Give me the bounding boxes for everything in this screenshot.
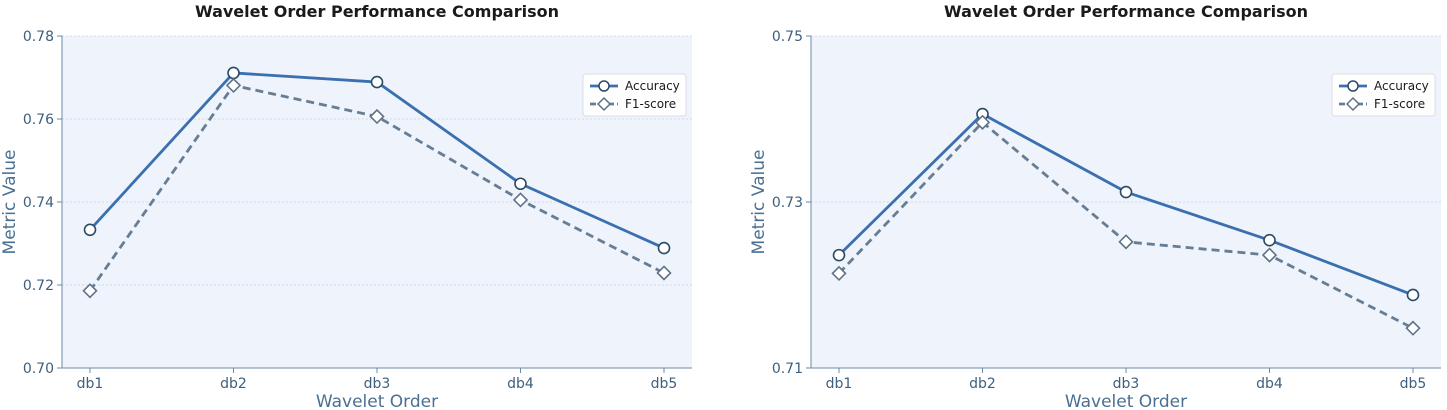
- point-accuracy-db3: [370, 75, 384, 89]
- x-tick-label: db1: [77, 376, 104, 392]
- x-tick-label: db5: [651, 376, 678, 392]
- legend-marker-circle: [1347, 80, 1359, 92]
- point-accuracy-db1: [83, 223, 97, 237]
- legend-marker-circle: [598, 80, 610, 92]
- point-f1-score-db4: [512, 192, 529, 208]
- point-f1-score-db5: [1405, 320, 1421, 336]
- point-f1-score-db4: [1261, 247, 1278, 263]
- legend: Accuracy F1-score: [582, 73, 687, 117]
- point-f1-score-db2: [974, 114, 991, 130]
- x-axis-label: Wavelet Order: [316, 392, 438, 410]
- legend: Accuracy F1-score: [1331, 73, 1436, 117]
- y-tick-label: 0.73: [772, 195, 803, 211]
- point-accuracy-db1: [832, 248, 846, 262]
- point-accuracy-db5: [1406, 288, 1420, 302]
- y-axis-label: Metric Value: [0, 150, 20, 255]
- point-accuracy-db3: [1119, 185, 1133, 199]
- y-tick-label: 0.75: [772, 29, 803, 45]
- point-accuracy-db4: [514, 177, 527, 191]
- y-tick-label: 0.72: [23, 278, 54, 294]
- chart-title: Wavelet Order Performance Comparison: [195, 2, 559, 21]
- x-tick-label: db4: [507, 376, 534, 392]
- x-tick-label: db2: [969, 376, 996, 392]
- point-f1-score-db1: [82, 283, 98, 299]
- y-tick-label: 0.78: [23, 29, 54, 45]
- chart-1: 0.70 0.72 0.74 0.76 0.78 db1 db2 db3 db4 db5 Wavel…: [0, 2, 692, 410]
- point-accuracy-db2: [227, 66, 240, 80]
- x-tick-label: db5: [1400, 376, 1427, 392]
- x-tick-label: db3: [364, 376, 391, 392]
- y-tick-label: 0.71: [772, 361, 803, 377]
- point-f1-score-db3: [369, 108, 385, 125]
- y-tick-label: 0.76: [23, 112, 54, 128]
- legend-marker-diamond: [1345, 96, 1361, 112]
- chart-2: 0.71 0.73 0.75 db1 db2 db3 db4 db5 Wavelet Order…: [749, 2, 1441, 410]
- chart-title: Wavelet Order Performance Comparison: [944, 2, 1308, 21]
- y-tick-label: 0.74: [23, 195, 54, 211]
- x-tick-label: db4: [1256, 376, 1283, 392]
- legend-label-accuracy: Accuracy: [625, 79, 680, 93]
- y-tick-label: 0.70: [23, 361, 54, 377]
- legend-marker-diamond: [596, 96, 612, 112]
- legend-label-accuracy: Accuracy: [1374, 79, 1429, 93]
- point-f1-score-db1: [831, 265, 847, 282]
- point-accuracy-db5: [657, 241, 671, 255]
- point-f1-score-db3: [1118, 234, 1134, 250]
- x-tick-label: db1: [826, 376, 853, 392]
- point-f1-score-db5: [656, 265, 672, 281]
- legend-label-f1-score: F1-score: [625, 97, 676, 111]
- y-axis-label: Metric Value: [749, 150, 769, 255]
- x-axis-label: Wavelet Order: [1065, 392, 1187, 410]
- legend-label-f1-score: F1-score: [1374, 97, 1425, 111]
- point-accuracy-db4: [1263, 233, 1276, 247]
- x-tick-label: db3: [1113, 376, 1140, 392]
- x-tick-label: db2: [220, 376, 247, 392]
- point-f1-score-db2: [225, 77, 242, 94]
